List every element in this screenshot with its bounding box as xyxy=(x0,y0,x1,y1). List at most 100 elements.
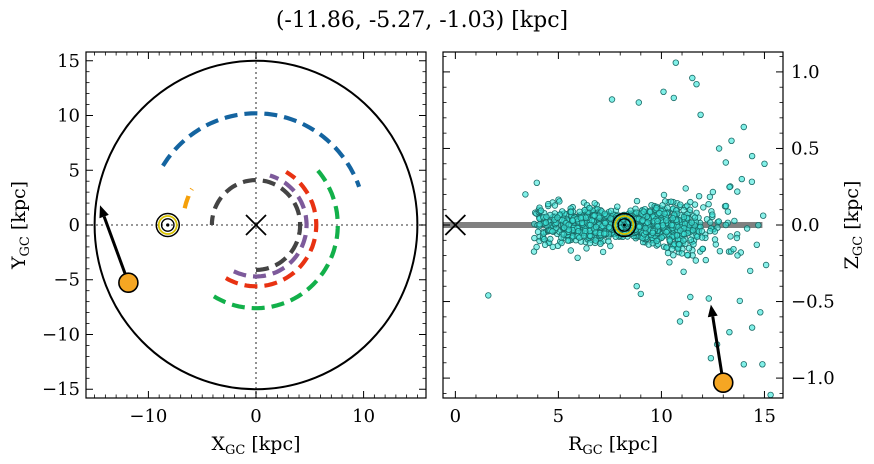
y-tick-label: −5 xyxy=(53,270,80,291)
x-tick-label: 5 xyxy=(553,406,564,427)
y-tick-label: −0.5 xyxy=(791,292,835,313)
star-point xyxy=(730,245,737,253)
star-point xyxy=(653,237,660,245)
star-point xyxy=(734,252,741,259)
star-point xyxy=(748,178,756,185)
star-point xyxy=(541,241,549,248)
star-point xyxy=(734,188,741,195)
star-point xyxy=(748,152,756,160)
star-point xyxy=(698,234,706,241)
star-point xyxy=(666,237,673,244)
star-point xyxy=(633,209,640,216)
spiral-arm-segment xyxy=(182,187,194,209)
star-point xyxy=(533,243,540,251)
star-point xyxy=(687,293,694,301)
star-point xyxy=(755,221,762,229)
star-point xyxy=(684,251,691,259)
star-point xyxy=(693,233,701,240)
star-point xyxy=(726,329,733,336)
star-point xyxy=(633,283,640,290)
star-point xyxy=(663,228,670,236)
star-point xyxy=(659,222,666,229)
star-point xyxy=(695,192,703,200)
star-point xyxy=(727,233,734,240)
right-x-axis-label: RGC [kpc] xyxy=(568,433,658,458)
star-point xyxy=(689,74,696,82)
star-point xyxy=(691,201,699,208)
star-point xyxy=(709,188,717,196)
star-point xyxy=(533,179,540,186)
star-point xyxy=(639,217,646,224)
spiral-arm-segment xyxy=(212,169,340,311)
star-point xyxy=(731,217,738,225)
star-point xyxy=(576,208,583,215)
galaxy-boundary-circle xyxy=(93,59,419,391)
star-point xyxy=(699,245,706,253)
star-point xyxy=(653,204,660,212)
star-point xyxy=(614,203,621,210)
star-point xyxy=(715,145,723,152)
star-point xyxy=(767,391,774,398)
star-point xyxy=(599,248,607,256)
star-point xyxy=(666,259,673,266)
sun-marker-ring xyxy=(157,215,178,235)
star-point xyxy=(545,200,552,208)
star-point xyxy=(663,244,670,251)
star-point xyxy=(663,217,670,224)
star-point xyxy=(531,234,538,242)
star-point xyxy=(560,231,567,238)
direction-arrow-head xyxy=(99,205,109,219)
star-point xyxy=(686,206,694,213)
star-point xyxy=(601,210,608,217)
star-point xyxy=(680,237,687,244)
star-point xyxy=(722,159,729,166)
spiral-arm-segment xyxy=(232,173,309,279)
right-y-axis-label: ZGC [kpc] xyxy=(841,181,866,270)
star-point xyxy=(743,225,751,232)
star-point xyxy=(678,250,686,257)
star-point xyxy=(591,212,598,219)
star-point xyxy=(567,247,574,254)
star-point xyxy=(702,256,709,264)
star-point xyxy=(597,240,604,247)
x-tick-label: 0 xyxy=(250,406,261,427)
star-point xyxy=(682,185,689,192)
star-point xyxy=(697,111,704,118)
star-point xyxy=(591,200,598,207)
star-point xyxy=(687,236,695,243)
star-point xyxy=(680,268,687,275)
star-point xyxy=(724,208,732,215)
spiral-arm-segment xyxy=(209,177,303,272)
star-point xyxy=(537,207,545,214)
star-point xyxy=(605,238,612,245)
star-point xyxy=(635,99,642,106)
galactic-center-marker xyxy=(444,214,467,236)
star-point xyxy=(607,215,614,222)
star-point xyxy=(586,239,594,247)
star-point xyxy=(747,267,754,275)
star-point xyxy=(688,219,695,226)
star-point xyxy=(576,234,583,241)
star-point xyxy=(601,230,608,237)
star-point xyxy=(761,160,768,167)
star-point xyxy=(676,318,684,325)
star-point xyxy=(670,251,677,259)
star-point xyxy=(654,217,661,225)
star-point xyxy=(706,227,714,235)
star-point xyxy=(636,223,643,231)
sun-marker-ring xyxy=(614,215,635,235)
y-tick-label: 5 xyxy=(69,160,80,181)
star-point xyxy=(733,234,741,242)
star-point xyxy=(633,197,641,205)
star-point xyxy=(760,212,767,219)
star-point xyxy=(669,214,676,222)
star-scatter-cloud xyxy=(485,59,774,398)
star-point xyxy=(608,96,616,103)
y-tick-label: 10 xyxy=(57,106,80,127)
star-point xyxy=(726,183,733,191)
y-tick-label: 1.0 xyxy=(791,62,820,83)
star-point xyxy=(700,204,707,211)
x-tick-label: −10 xyxy=(129,406,167,427)
direction-arrow-shaft xyxy=(102,216,130,284)
star-point xyxy=(607,207,615,215)
